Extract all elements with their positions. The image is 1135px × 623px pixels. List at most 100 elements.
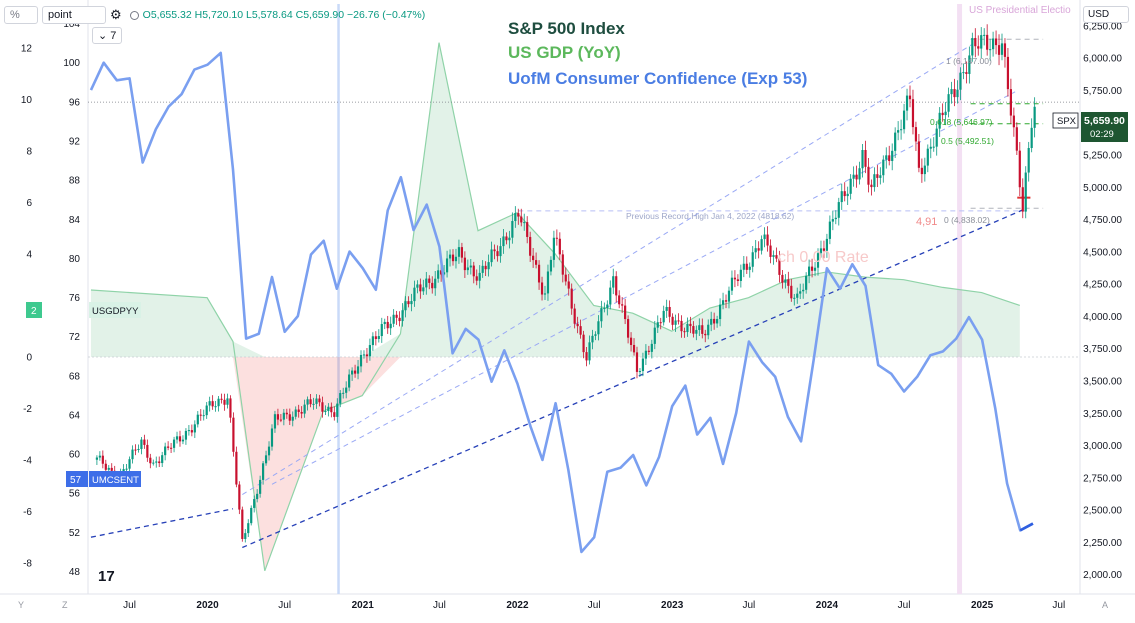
spx-candle [825,238,829,251]
spx-candle [490,249,493,263]
spx-candle [505,236,508,241]
chart-title-gdp: US GDP (YoY) [508,43,621,62]
spx-candle [624,305,627,320]
umcsent-series-tag [89,471,141,487]
sentiment-axis-tick: 68 [69,371,81,382]
spx-candle [273,414,277,429]
spx-candle [178,436,182,442]
price-axis-tick: 2,000.00 [1083,570,1122,581]
spx-candle [374,336,377,339]
footer-mark-y[interactable]: Y [18,600,24,610]
spx-candle [615,276,618,296]
spx-candle [908,95,912,100]
spx-candle [422,287,425,292]
spx-candle [407,301,410,305]
spx-candle [285,412,288,415]
spx-candle [478,272,481,281]
spx-candle [861,149,864,169]
spx-candle [520,216,523,223]
spx-candle [638,371,642,373]
gear-icon[interactable]: ⚙ [110,7,122,22]
spx-candle [876,174,879,178]
spx-candle [710,318,713,325]
trendline-long [242,208,1026,549]
spx-candle [959,72,962,90]
spx-candle [481,265,484,273]
spx-candle [742,263,745,270]
time-axis-tick: 2022 [506,600,529,611]
spx-candle [315,398,318,404]
spx-candle [187,430,190,432]
unit-selector[interactable]: point [42,6,106,24]
spx-candle [161,455,164,464]
spx-candle [104,463,107,470]
spx-candle [443,272,446,275]
spx-candle [692,326,695,334]
spx-candle [822,248,826,251]
spx-candle [953,89,956,98]
spx-candle [591,335,594,343]
spx-candle [437,270,440,279]
spx-candle [472,265,475,277]
spx-candle [537,264,541,283]
time-axis-tick: Jul [588,600,601,611]
spx-candle [701,325,704,334]
spx-candle [819,248,823,254]
spx-candle [632,344,636,353]
time-axis-tick: Jul [278,600,291,611]
sentiment-axis-tick: 80 [69,254,81,265]
currency-selector[interactable]: USD [1083,6,1129,23]
spx-candle [95,457,99,460]
spx-candle [300,412,303,414]
spx-candle [588,342,591,361]
footer-mark-z[interactable]: Z [62,600,68,610]
spx-candle [342,392,345,394]
spx-candle [843,191,846,197]
spx-candle [686,323,689,333]
spx-candle [175,436,179,440]
spx-candle [724,300,728,302]
spx-candle [303,404,306,414]
spx-candle [398,317,401,322]
spx-candle [169,447,173,449]
marker-band [337,4,340,594]
spx-candle [727,290,731,302]
interval-chip[interactable]: ⌄ 7 [92,27,123,44]
gdp-axis-tick: 12 [21,43,33,54]
sentiment-axis-tick: 76 [69,293,81,304]
umcsent-last-segment [1019,522,1034,532]
spx-candle [143,439,146,445]
sentiment-axis-tick: 96 [69,97,81,108]
spx-candle [1018,150,1021,188]
spx-candle [543,293,547,295]
spx-candle [377,336,380,339]
spx-candle [968,55,971,74]
footer-mark-auto[interactable]: A [1102,600,1108,610]
spx-candle [152,462,155,464]
spx-candle [362,354,366,356]
spx-candle [552,237,556,260]
spx-candle [190,430,193,433]
price-axis-tick: 5,000.00 [1083,183,1122,194]
spx-candle [929,146,932,149]
spx-candle [680,320,683,332]
spx-candle [404,301,407,311]
spx-candle [463,257,466,271]
spx-candle [656,322,659,328]
time-axis-tick: 2023 [661,600,684,611]
spx-candle [232,417,235,452]
spx-candle [962,72,965,74]
gdp-line [90,42,1020,572]
spx-candle [267,446,271,456]
chart-title-umcsent: UofM Consumer Confidence (Exp 53) [508,69,807,88]
sentiment-axis-tick: 52 [69,528,81,539]
spx-candle [793,297,796,299]
scale-selector[interactable]: % [4,6,38,24]
spx-candle [410,301,413,305]
gdp-axis-tick: 0 [26,352,32,363]
spx-candle [707,324,710,336]
spx-candle [167,446,170,448]
spx-candle [840,191,843,203]
